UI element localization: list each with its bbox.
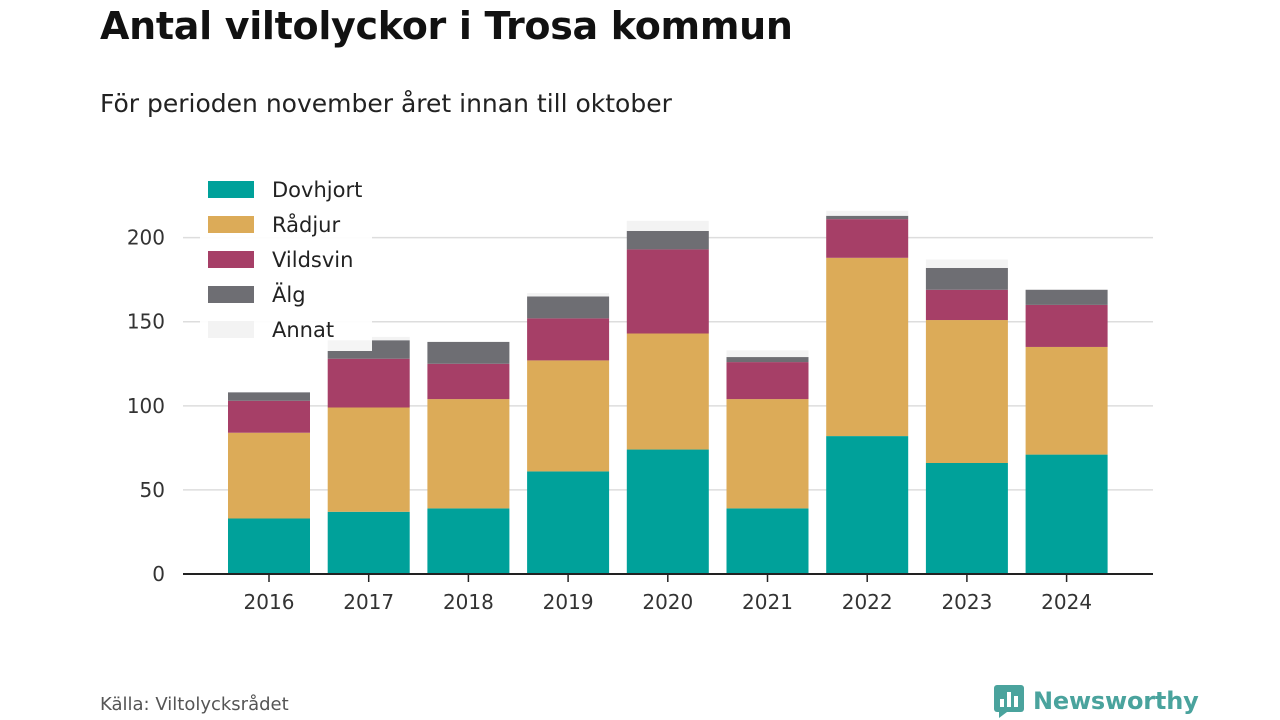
x-tick-label: 2018 [443,590,494,614]
legend-swatch [208,181,254,198]
bar-2016-älg [228,392,310,401]
brand-logo: Newsworthy [993,684,1199,718]
legend-swatch [208,216,254,233]
bar-2016-rådjur [228,432,310,519]
x-tick-label: 2017 [343,590,394,614]
y-tick-label: 0 [152,562,165,586]
legend: Dovhjort Rådjur Vildsvin Älg Annat [200,170,373,351]
bar-2020-älg [626,230,709,250]
bar-2019-rådjur [527,360,610,472]
bar-2022-annat [826,210,909,216]
bar-2016-vildsvin [228,400,310,433]
bar-2017-rådjur [327,407,410,512]
bar-2017-dovhjort [327,511,410,574]
bar-2024-älg [1025,289,1108,305]
y-tick-label: 150 [127,310,165,334]
bar-2021-dovhjort [726,508,809,574]
x-tick-label: 2016 [244,590,295,614]
y-tick-label: 100 [127,394,165,418]
bar-2018-älg [427,341,510,364]
bar-2023-älg [925,267,1008,290]
bar-2018-dovhjort [427,508,510,574]
legend-item: Rådjur [208,207,362,242]
bar-2021-älg [726,357,809,363]
chart-title: Antal viltolyckor i Trosa kommun [100,4,793,48]
axes: 0 50 100 150 200 2016 2017 2018 2019 2020 2021 2022… [127,226,1153,614]
legend-label: Dovhjort [272,177,363,202]
bar-2021-annat [726,350,809,358]
legend-label: Rådjur [272,212,341,237]
x-tick-label: 2021 [742,590,793,614]
bar-2022-vildsvin [826,219,909,258]
bar-2024-rådjur [1025,346,1108,455]
bar-2022-älg [826,215,909,220]
bar-2023-rådjur [925,320,1008,463]
bar-2020-vildsvin [626,249,709,334]
legend-label: Vildsvin [272,247,354,272]
legend-item: Dovhjort [208,172,362,207]
bar-2023-vildsvin [925,289,1008,321]
x-tick-label: 2024 [1041,590,1092,614]
bar-2021-vildsvin [726,362,809,400]
x-tick-label: 2022 [842,590,893,614]
bars [228,210,1108,574]
bar-2019-dovhjort [527,471,610,574]
x-tick-label: 2023 [941,590,992,614]
legend-item: Älg [208,277,362,312]
bar-2020-annat [626,220,709,231]
legend-label: Älg [272,282,306,307]
bar-2023-annat [925,259,1008,268]
bar-2020-dovhjort [626,449,709,574]
x-tick-label: 2019 [543,590,594,614]
bar-2022-dovhjort [826,436,909,574]
legend-swatch [208,286,254,303]
bar-2016-dovhjort [228,518,310,574]
bar-2022-rådjur [826,257,909,437]
bar-2024-dovhjort [1025,454,1108,574]
chart-subtitle: För perioden november året innan till ok… [100,89,672,118]
legend-swatch [208,321,254,338]
bar-2021-rådjur [726,399,809,509]
source-note: Källa: Viltolycksrådet [100,694,289,715]
bar-2020-rådjur [626,333,709,450]
legend-item: Vildsvin [208,242,362,277]
bar-2019-annat [527,293,610,297]
legend-label: Annat [272,317,335,342]
bar-2017-vildsvin [327,358,410,408]
legend-swatch [208,251,254,268]
y-tick-label: 50 [140,478,165,502]
legend-item: Annat [208,312,362,347]
y-tick-label: 200 [127,226,165,250]
x-tick-label: 2020 [642,590,693,614]
bar-2019-älg [527,296,610,319]
brand-name: Newsworthy [1033,687,1199,715]
bar-2024-vildsvin [1025,304,1108,347]
bar-2019-vildsvin [527,318,610,361]
bar-2023-dovhjort [925,463,1008,574]
bar-2018-rådjur [427,399,510,509]
newsworthy-logo-icon [994,685,1024,718]
bar-2018-vildsvin [427,363,510,400]
